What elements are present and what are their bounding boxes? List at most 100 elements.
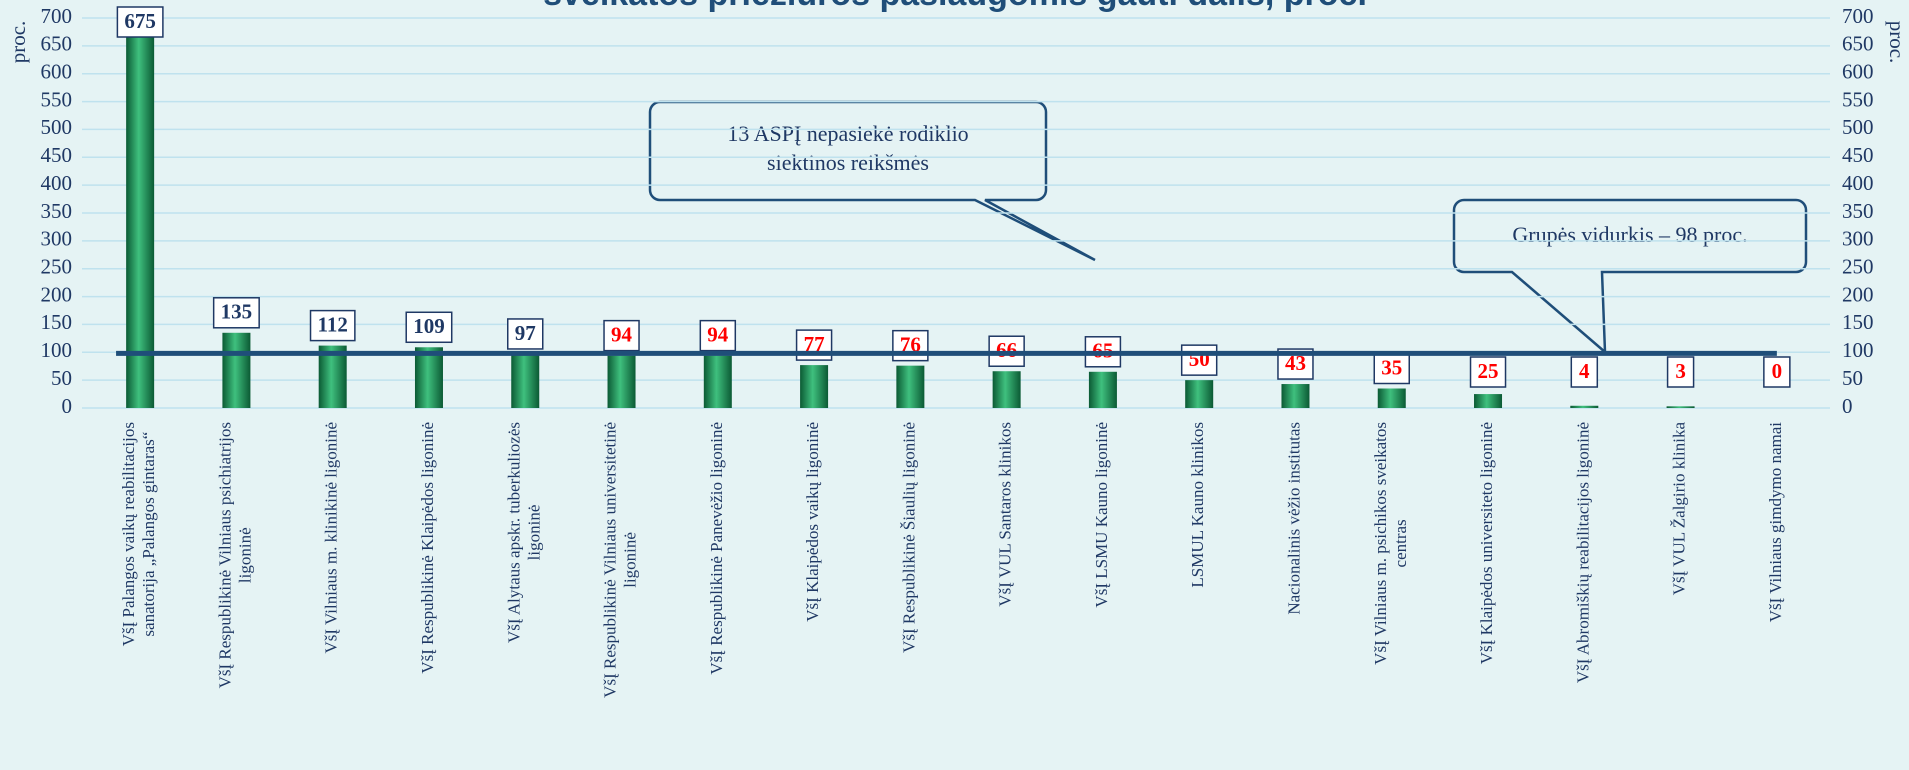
value-label-box <box>212 297 260 329</box>
y-tick-label: 100 <box>41 338 73 362</box>
value-label-box <box>405 311 453 344</box>
bar <box>1377 388 1406 408</box>
y2-tick-label: 650 <box>1842 32 1874 56</box>
bar <box>896 365 925 408</box>
value-label-text: 0 <box>1772 359 1783 383</box>
y2-tick-label: 300 <box>1842 227 1874 251</box>
callout: 13 ASPĮ nepasiekė rodiklio siektinos reik… <box>648 100 1096 262</box>
x-tick-label: VšĮ Palangos vaikų reabilitacijossanator… <box>119 422 158 646</box>
value-label-text: 4 <box>1579 359 1590 383</box>
bar <box>318 345 347 408</box>
x-tick-label: VšĮ Respublikinė Šiaulių ligoninė <box>899 422 918 653</box>
bar <box>992 371 1021 408</box>
y-tick-label: 300 <box>41 227 73 251</box>
value-label: 675 <box>116 6 164 38</box>
value-label-text: 135 <box>221 300 253 324</box>
y2-tick-label: 350 <box>1842 199 1874 223</box>
value-label-text: 43 <box>1285 351 1306 375</box>
bar <box>800 365 829 408</box>
y-tick-label: 250 <box>41 255 73 279</box>
value-label-box <box>1469 356 1507 388</box>
value-label-text: 109 <box>413 314 445 338</box>
x-tick-label: Nacionalinis vėžio institutas <box>1284 422 1303 615</box>
y-tick-label: 650 <box>41 32 73 56</box>
bar <box>1088 371 1117 408</box>
y2-tick-label: 150 <box>1842 310 1874 334</box>
y-tick-label: 400 <box>41 171 73 195</box>
value-label-box <box>309 309 356 342</box>
bar <box>703 355 732 408</box>
y-tick-label: 700 <box>41 4 73 28</box>
value-label-text: 77 <box>804 332 825 356</box>
y2-tick-label: 600 <box>1842 60 1874 84</box>
x-tick-label: VšĮ Vilniaus m. klinikinė ligoninė <box>322 422 341 653</box>
y2-tick-label: 50 <box>1842 366 1863 390</box>
x-tick-label: VšĮ Vilniaus m. psichikos sveikatoscentr… <box>1371 422 1410 665</box>
annotation: Grupės vidurkis – 98 proc. <box>1512 222 1747 247</box>
y2-tick-label: 100 <box>1842 338 1874 362</box>
x-tick-label: LSMUL Kauno klinikos <box>1188 422 1207 588</box>
x-tick-label: VšĮ VUL Žalgirio klinika <box>1669 422 1688 596</box>
value-label-box <box>1180 344 1218 376</box>
value-label-text: 3 <box>1675 359 1686 383</box>
value-label: 35 <box>1373 352 1410 385</box>
value-label-box <box>603 319 640 352</box>
y2-tick-label: 700 <box>1842 4 1874 28</box>
x-tick-label: VšĮ Respublikinė Vilniaus universitetinė… <box>600 422 639 698</box>
y-tick-label: 50 <box>51 366 72 390</box>
bar <box>126 31 155 409</box>
value-label: 109 <box>405 311 453 344</box>
x-tick-label: VšĮ Respublikinė Vilniaus psichiatrijosl… <box>215 422 254 688</box>
bar <box>414 347 443 408</box>
y2-tick-label: 250 <box>1842 255 1874 279</box>
value-label-text: 112 <box>318 312 348 336</box>
value-label: 94 <box>699 319 737 352</box>
y-tick-label: 0 <box>62 394 73 418</box>
value-label-text: 66 <box>996 338 1017 362</box>
value-label-box <box>1666 356 1695 388</box>
x-tick-label: VšĮ Alytaus apskr. tuberkuliozėsligoninė <box>504 422 543 643</box>
y2-tick-label: 450 <box>1842 143 1874 167</box>
y-axis-label: proc. <box>6 21 30 64</box>
bar <box>511 353 540 408</box>
y2-tick-label: 400 <box>1842 171 1874 195</box>
x-tick-label: VšĮ Respublikinė Panevėžio ligoninė <box>707 422 726 675</box>
x-tick-label: VšĮ Klaipėdos vaikų ligoninė <box>803 422 822 622</box>
bar <box>1666 406 1695 408</box>
y-tick-label: 600 <box>41 60 73 84</box>
value-label: 50 <box>1180 344 1218 376</box>
value-label-text: 25 <box>1478 359 1499 383</box>
value-label-text: 675 <box>124 9 156 33</box>
value-label: 135 <box>212 297 260 329</box>
bar <box>222 332 251 408</box>
y-tick-label: 150 <box>41 310 73 334</box>
value-label: 0 <box>1763 356 1791 388</box>
annotation: 13 ASPĮ nepasiekė rodiklio siektinos reik… <box>727 121 968 175</box>
value-label-box <box>699 319 737 352</box>
value-label-text: 97 <box>515 321 536 345</box>
value-label-text: 35 <box>1381 355 1402 379</box>
bar <box>1570 405 1599 408</box>
value-label-text: 94 <box>611 322 633 346</box>
value-label-text: 76 <box>900 332 921 356</box>
callout: Grupės vidurkis – 98 proc. <box>1452 198 1808 355</box>
value-label-box <box>116 6 164 38</box>
value-label-text: 50 <box>1189 347 1210 371</box>
y-tick-label: 200 <box>41 282 73 306</box>
value-label-box <box>1570 356 1599 388</box>
y2-tick-label: 0 <box>1842 394 1853 418</box>
y-tick-label: 350 <box>41 199 73 223</box>
bar <box>1281 384 1310 408</box>
x-tick-label: VšĮ VUL Santaros klinikos <box>996 422 1015 607</box>
value-label-box <box>507 318 544 350</box>
value-label: 4 <box>1570 356 1599 388</box>
chart-title: sveikatos priežiūros paslaugomis gauti d… <box>543 0 1367 13</box>
y2-tick-label: 550 <box>1842 87 1874 111</box>
value-label: 76 <box>892 329 929 362</box>
y2-tick-label: 500 <box>1842 115 1874 139</box>
bar <box>1474 394 1503 408</box>
y2-axis-label: proc. <box>1885 21 1909 64</box>
y-tick-label: 450 <box>41 143 73 167</box>
value-label-text: 94 <box>707 322 729 346</box>
